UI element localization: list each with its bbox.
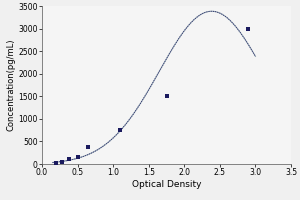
X-axis label: Optical Density: Optical Density [132, 180, 201, 189]
Y-axis label: Concentration(pg/mL): Concentration(pg/mL) [7, 39, 16, 131]
